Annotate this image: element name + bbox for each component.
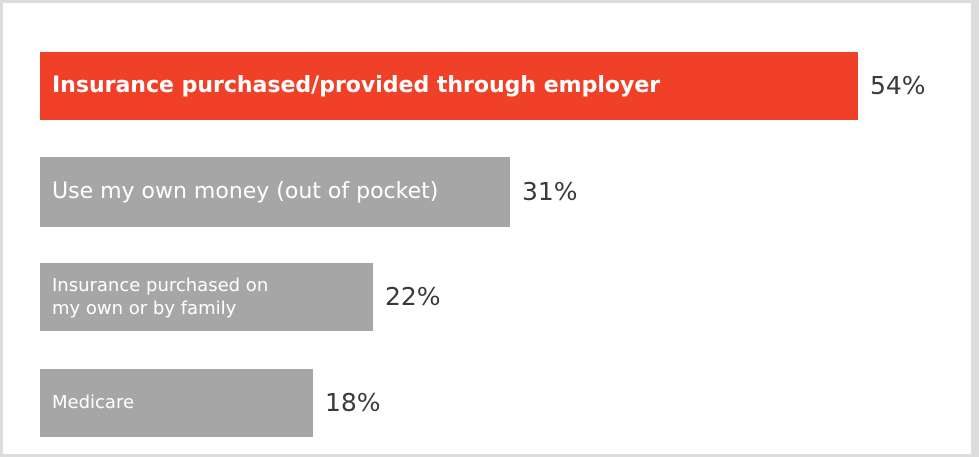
bar-1: Insurance purchased/provided through emp… <box>40 52 858 120</box>
bar-label-line: Insurance purchased on <box>52 274 269 296</box>
value-label: 54% <box>870 71 926 100</box>
bar-label: Medicare <box>52 392 134 414</box>
value-label: 18% <box>325 388 381 417</box>
bar-4: Medicare <box>40 369 313 437</box>
value-label: 22% <box>385 282 441 311</box>
bar-label-line: Use my own money (out of pocket) <box>52 178 439 204</box>
bar-label-line: Insurance purchased/provided through emp… <box>52 72 661 98</box>
bar-label-line: Medicare <box>52 392 135 414</box>
bar-label: Insurance purchased/provided through emp… <box>52 73 660 99</box>
bar-label: Insurance purchased on my own or by famil… <box>52 274 268 321</box>
value-label: 31% <box>522 177 578 206</box>
bar-label-line: my own or by family <box>52 298 237 319</box>
bar-2: Use my own money (out of pocket) <box>40 157 510 227</box>
bar-label: Use my own money (out of pocket) <box>52 179 438 205</box>
bar-3: Insurance purchased on my own or by famil… <box>40 263 373 331</box>
